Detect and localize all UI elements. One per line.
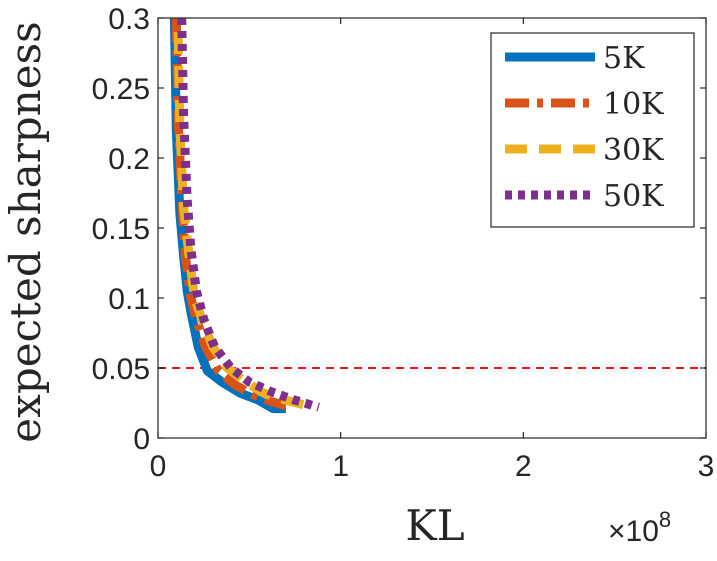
y-tick-label: 0.05 (92, 353, 150, 386)
ticks-layer: 0 1 2 3 0 0.05 0.1 0.15 0.2 0.25 0.3 (92, 3, 715, 483)
series-line-50K (177, 17, 320, 412)
y-tick-label: 0.3 (108, 3, 150, 36)
x-multiplier-exponent: 8 (659, 507, 671, 532)
legend-label-30K: 30K (603, 133, 664, 168)
x-multiplier: ×108 (608, 507, 671, 548)
x-tick-label: 2 (515, 450, 532, 483)
legend: 5K 10K 30K 50K (490, 32, 695, 228)
legend-label-10K: 10K (603, 87, 664, 122)
y-tick-label: 0.25 (92, 73, 150, 106)
x-tick-label: 1 (332, 450, 349, 483)
series-layer (169, 17, 320, 414)
x-tick-label: 3 (698, 450, 715, 483)
x-tick-label: 0 (150, 450, 167, 483)
y-axis-label: expected sharpness (1, 21, 50, 442)
y-tick-label: 0.1 (108, 283, 150, 316)
y-tick-label: 0 (133, 423, 150, 456)
y-tick-label: 0.15 (92, 213, 150, 246)
legend-label-50K: 50K (603, 179, 664, 214)
y-tick-label: 0.2 (108, 143, 150, 176)
x-multiplier-base: ×10 (608, 515, 659, 548)
series-line-10K (171, 17, 288, 411)
legend-label-5K: 5K (603, 41, 645, 76)
x-axis-label: KL (405, 501, 464, 550)
